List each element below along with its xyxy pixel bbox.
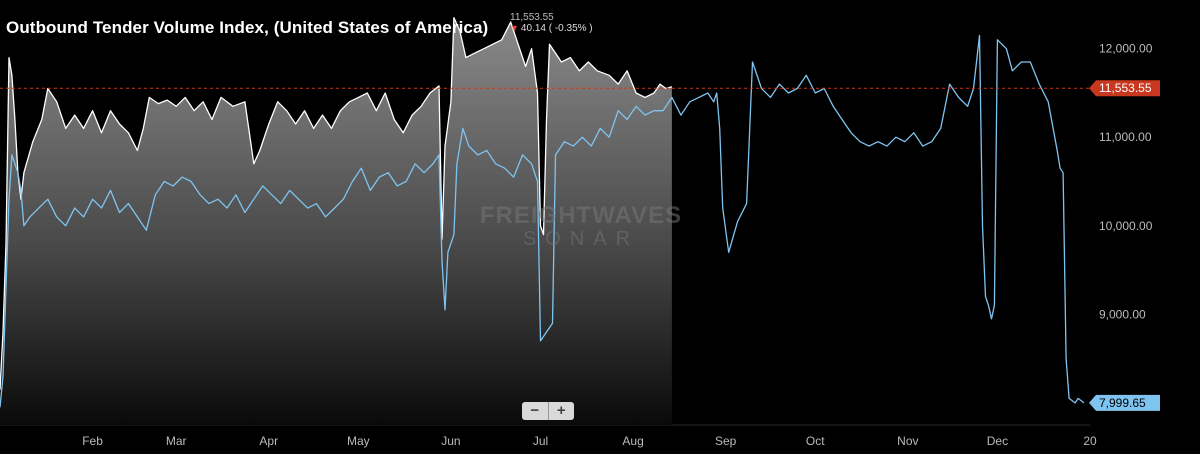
last-value-label: 7,999.65 [1099,396,1146,410]
last-value-markers: 11,553.55 7,999.65 [1089,80,1160,411]
readout-value: 11,553.55 [510,12,554,23]
x-tick-label: Apr [259,434,278,448]
x-tick-label: Mar [166,434,187,448]
zoom-out-button[interactable]: − [530,402,540,419]
y-tick-label: 10,000.00 [1099,219,1153,233]
x-tick-label: May [347,434,370,448]
x-tick-label: Aug [622,434,643,448]
readout-change: 40.14 ( -0.35% ) [520,23,593,34]
zoom-in-button[interactable]: + [547,402,575,420]
series-layer [0,17,1085,425]
x-tick-label: Jul [533,434,548,448]
last-value-badge [1089,394,1160,411]
last-value-marker: 7,999.65 [1089,394,1160,411]
y-tick-label: 12,000.00 [1099,42,1153,56]
zoom-controls: − + [522,402,574,420]
series-0-line [0,17,673,390]
y-tick-label: 11,000.00 [1099,130,1152,144]
chart-title: Outbound Tender Volume Index, (United St… [6,18,489,37]
last-value-badge [1089,80,1160,97]
x-tick-label: 20 [1083,434,1097,448]
x-tick-label: Dec [987,434,1008,448]
value-readout: 11,553.55 ▼ 40.14 ( -0.35% ) [510,12,593,34]
down-arrow-icon: ▼ [510,23,519,33]
series-1-line [0,34,1085,408]
series-0-area [0,17,672,425]
last-value-marker: 11,553.55 [1089,80,1160,97]
x-tick-label: Nov [897,434,918,448]
x-tick-label: Sep [715,434,737,448]
x-tick-label: Oct [806,434,825,448]
x-axis: Feb Mar Apr May Jun Jul Aug Sep Oct Nov Dec 20 [82,434,1097,448]
y-axis: 9,000.00 10,000.00 11,000.00 12,000.00 [1099,42,1153,322]
x-tick-label: Jun [441,434,460,448]
x-tick-label: Feb [82,434,103,448]
y-tick-label: 9,000.00 [1099,307,1146,321]
last-value-label: 11,553.55 [1099,81,1152,95]
